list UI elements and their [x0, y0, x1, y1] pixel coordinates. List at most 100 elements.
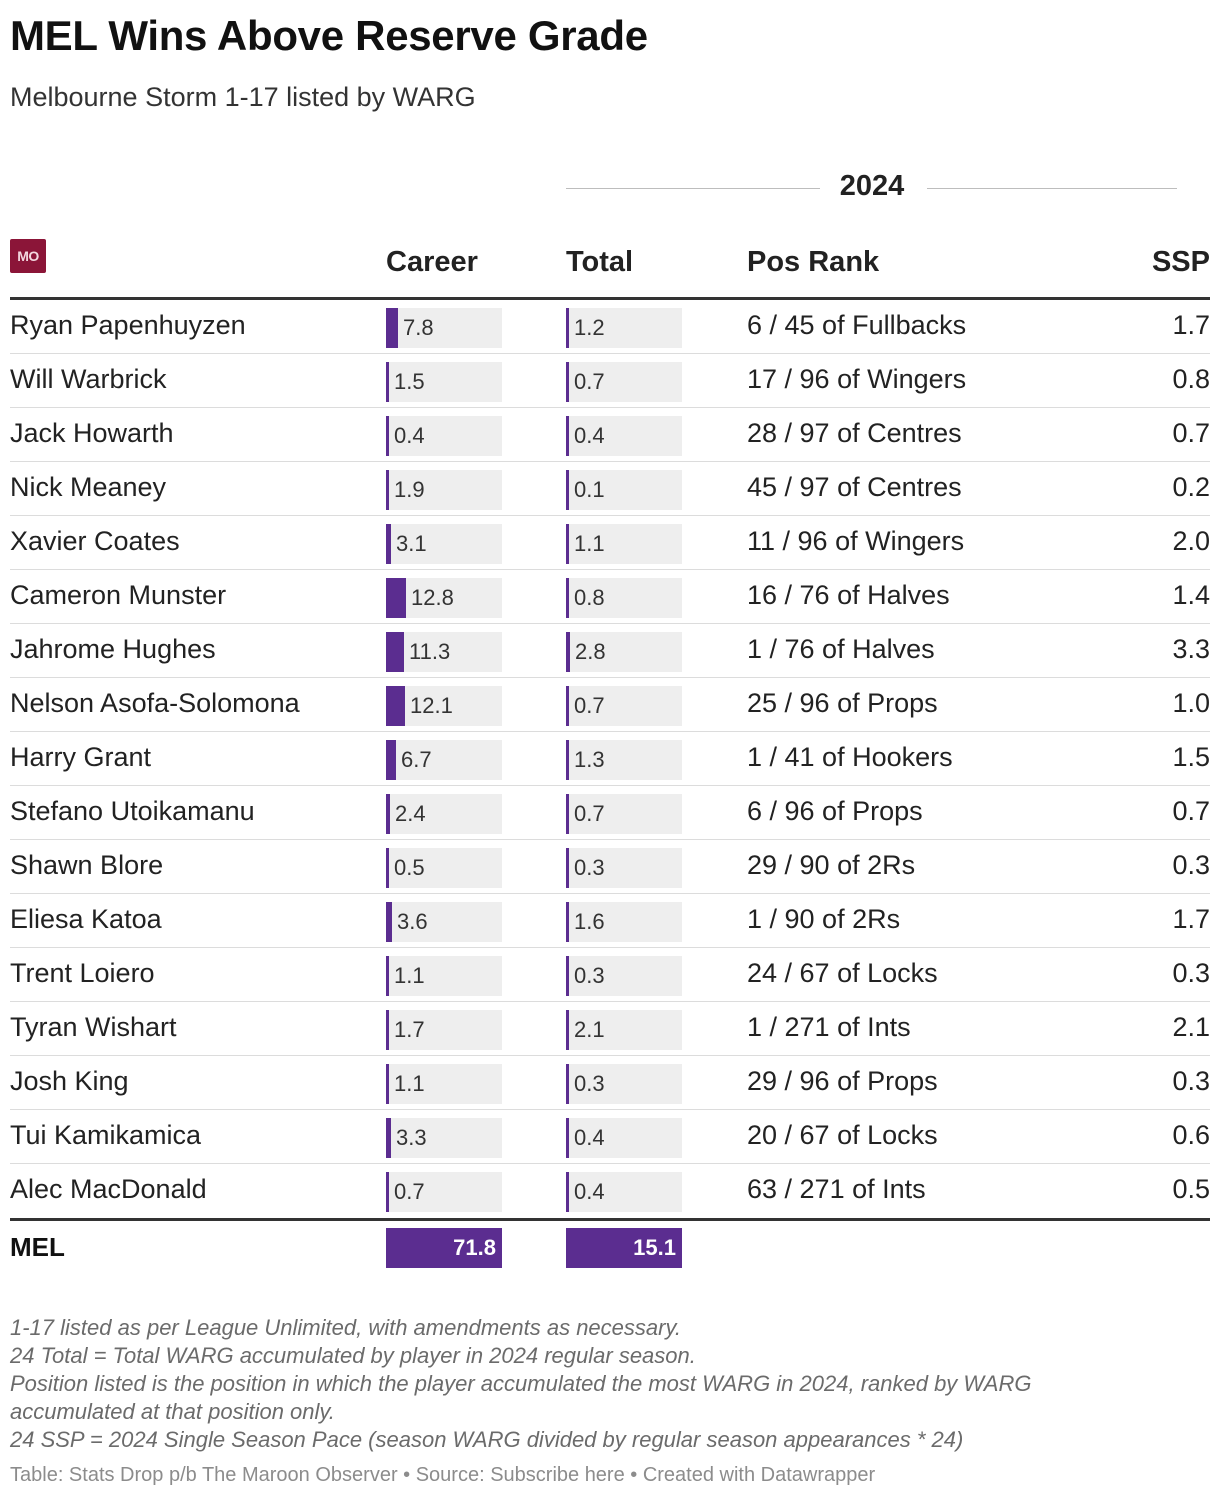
ssp-value: 2.1 [1172, 1012, 1210, 1042]
total-bar-track: 1.6 [566, 902, 682, 942]
career-bar [386, 902, 392, 942]
total-value: 0.4 [574, 1125, 605, 1150]
player-name: Nick Meaney [10, 472, 167, 502]
totals-total-bar: 15.1 [566, 1228, 682, 1268]
total-bar [566, 1172, 569, 1212]
total-bar-track: 0.4 [566, 416, 682, 456]
total-bar [566, 902, 569, 942]
total-value: 0.7 [574, 369, 605, 394]
pos-rank: 28 / 97 of Centres [747, 418, 962, 448]
ssp-value: 0.3 [1172, 958, 1210, 988]
total-bar-track: 2.1 [566, 1010, 682, 1050]
career-bar [386, 848, 389, 888]
total-bar-track: 1.2 [566, 308, 682, 348]
ssp-value: 0.2 [1172, 472, 1210, 502]
career-bar [386, 362, 389, 402]
career-bar-track: 1.1 [386, 1064, 502, 1104]
career-value: 0.7 [394, 1179, 425, 1204]
table-row: Xavier Coates 3.1 1.1 11 / 96 of Wingers 2.0 [10, 516, 1210, 570]
career-value: 1.1 [394, 963, 425, 988]
player-name: Cameron Munster [10, 580, 227, 610]
totals-label: MEL [10, 1232, 65, 1262]
total-value: 0.7 [574, 693, 605, 718]
total-bar-track: 0.3 [566, 956, 682, 996]
career-bar [386, 524, 391, 564]
table-row: Tyran Wishart 1.7 2.1 1 / 271 of Ints 2.1 [10, 1002, 1210, 1056]
footnote: 24 Total = Total WARG accumulated by pla… [10, 1343, 696, 1368]
table-row: Josh King 1.1 0.3 29 / 96 of Props 0.3 [10, 1056, 1210, 1110]
header-rule [10, 297, 1210, 300]
career-bar-track: 0.4 [386, 416, 502, 456]
source-credit: Table: Stats Drop p/b The Maroon Observe… [10, 1464, 876, 1486]
total-value: 0.3 [574, 963, 605, 988]
player-name: Jahrome Hughes [10, 634, 216, 664]
player-name: Shawn Blore [10, 850, 164, 880]
career-value: 0.4 [394, 423, 425, 448]
footnote: 1-17 listed as per League Unlimited, wit… [10, 1315, 681, 1340]
career-value: 2.4 [395, 801, 426, 826]
table-row: Harry Grant 6.7 1.3 1 / 41 of Hookers 1.5 [10, 732, 1210, 786]
career-value: 0.5 [394, 855, 425, 880]
career-value: 3.3 [396, 1125, 427, 1150]
total-value: 0.3 [574, 855, 605, 880]
chart-subtitle: Melbourne Storm 1-17 listed by WARG [10, 82, 476, 112]
total-bar [566, 794, 569, 834]
total-value: 1.1 [574, 531, 605, 556]
totals-total-value: 15.1 [633, 1235, 676, 1260]
career-bar-track: 12.1 [386, 686, 502, 726]
footnotes: 1-17 listed as per League Unlimited, wit… [10, 1314, 1150, 1454]
total-bar-track: 0.7 [566, 362, 682, 402]
career-bar [386, 740, 396, 780]
career-bar [386, 1010, 389, 1050]
group-divider-left [566, 188, 820, 189]
ssp-value: 1.5 [1172, 742, 1210, 772]
pos-rank: 6 / 45 of Fullbacks [747, 310, 967, 340]
career-bar-track: 0.7 [386, 1172, 502, 1212]
career-bar-track: 7.8 [386, 308, 502, 348]
footnote: 24 SSP = 2024 Single Season Pace (season… [10, 1427, 964, 1452]
total-bar-track: 1.1 [566, 524, 682, 564]
table-row: Stefano Utoikamanu 2.4 0.7 6 / 96 of Props 0… [10, 786, 1210, 840]
table-row: Jahrome Hughes 11.3 2.8 1 / 76 of Halves 3.3 [10, 624, 1210, 678]
ssp-value: 1.7 [1172, 904, 1210, 934]
total-value: 2.8 [575, 639, 606, 664]
column-header-ssp: SSP [1151, 246, 1210, 278]
pos-rank: 1 / 90 of 2Rs [747, 904, 901, 934]
total-value: 0.7 [574, 801, 605, 826]
total-bar-track: 0.7 [566, 794, 682, 834]
career-bar-track: 6.7 [386, 740, 502, 780]
player-name: Tui Kamikamica [10, 1120, 202, 1150]
ssp-value: 0.3 [1172, 1066, 1210, 1096]
total-bar [566, 524, 569, 564]
career-bar-track: 2.4 [386, 794, 502, 834]
table-row: Eliesa Katoa 3.6 1.6 1 / 90 of 2Rs 1.7 [10, 894, 1210, 948]
player-name: Alec MacDonald [10, 1174, 207, 1204]
total-bar [566, 470, 569, 510]
pos-rank: 1 / 271 of Ints [747, 1012, 911, 1042]
table-row: Tui Kamikamica 3.3 0.4 20 / 67 of Locks 0.6 [10, 1110, 1210, 1164]
total-bar-track: 1.3 [566, 740, 682, 780]
total-bar-track: 0.1 [566, 470, 682, 510]
total-value: 0.8 [574, 585, 605, 610]
ssp-value: 1.0 [1172, 688, 1210, 718]
column-header-total: Total [566, 246, 634, 278]
ssp-value: 1.7 [1172, 310, 1210, 340]
career-value: 11.3 [409, 639, 451, 664]
pos-rank: 63 / 271 of Ints [747, 1174, 926, 1204]
pos-rank: 45 / 97 of Centres [747, 472, 962, 502]
total-bar [566, 308, 569, 348]
player-name: Harry Grant [10, 742, 152, 772]
player-name: Eliesa Katoa [10, 904, 162, 934]
pos-rank: 1 / 41 of Hookers [747, 742, 953, 772]
player-name: Josh King [10, 1066, 129, 1096]
player-name: Will Warbrick [10, 364, 167, 394]
pos-rank: 29 / 90 of 2Rs [747, 850, 916, 880]
career-bar [386, 794, 390, 834]
player-name: Tyran Wishart [10, 1012, 177, 1042]
career-value: 6.7 [401, 747, 432, 772]
ssp-value: 0.6 [1172, 1120, 1210, 1150]
ssp-value: 3.3 [1172, 634, 1210, 664]
totals-rule [10, 1218, 1210, 1221]
career-bar [386, 1172, 389, 1212]
pos-rank: 16 / 76 of Halves [747, 580, 950, 610]
